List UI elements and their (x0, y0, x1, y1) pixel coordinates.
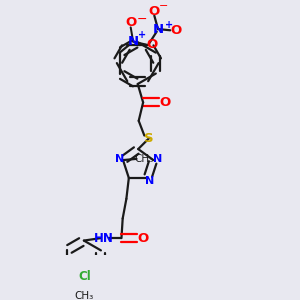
Text: CH₃: CH₃ (134, 154, 154, 164)
Text: +: + (138, 31, 146, 40)
Text: O: O (146, 38, 157, 51)
Text: N: N (152, 22, 164, 36)
Text: −: − (136, 13, 147, 26)
Text: +: + (165, 20, 173, 30)
Text: O: O (138, 232, 149, 244)
Text: O: O (170, 24, 181, 37)
Text: O: O (125, 16, 136, 29)
Text: CH₃: CH₃ (74, 291, 94, 300)
Text: N: N (115, 154, 124, 164)
Text: N: N (145, 176, 154, 186)
Text: S: S (145, 131, 154, 145)
Text: −: − (159, 1, 168, 11)
Text: N: N (128, 35, 139, 48)
Text: Cl: Cl (78, 270, 91, 283)
Text: HN: HN (94, 232, 113, 244)
Text: O: O (149, 4, 160, 18)
Text: O: O (159, 96, 171, 109)
Text: N: N (153, 154, 162, 164)
